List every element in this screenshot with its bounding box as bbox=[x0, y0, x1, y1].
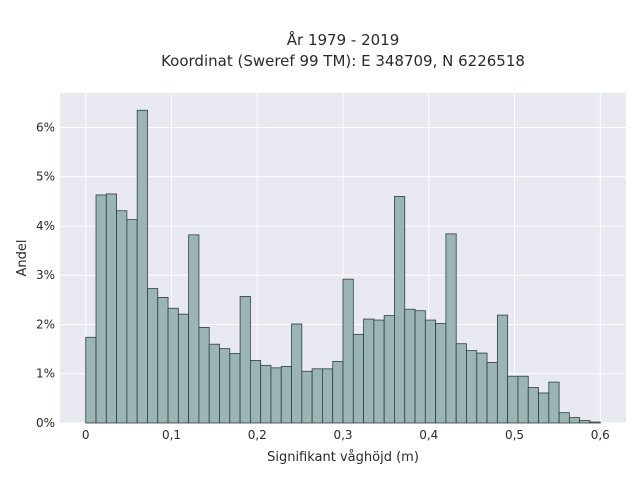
histogram-bar bbox=[579, 420, 591, 424]
x-tick-label: 0,4 bbox=[419, 428, 438, 442]
histogram-bar bbox=[126, 219, 138, 424]
x-axis-ticks: 0 0,1 0,2 0,3 0,4 0,5 0,6 bbox=[82, 428, 610, 442]
histogram-bar bbox=[219, 348, 231, 424]
histogram-bar bbox=[383, 315, 395, 424]
histogram-bar bbox=[435, 323, 447, 424]
x-tick-label: 0,2 bbox=[248, 428, 267, 442]
histogram-bar bbox=[404, 308, 416, 424]
histogram-bar bbox=[322, 368, 334, 424]
histogram-bar bbox=[496, 314, 509, 424]
histogram-bar bbox=[198, 327, 210, 424]
y-axis-label: Andel bbox=[15, 240, 30, 277]
histogram-bar bbox=[527, 387, 539, 424]
histogram-bar bbox=[569, 417, 581, 424]
histogram-bar bbox=[249, 360, 262, 424]
histogram-bar bbox=[167, 307, 179, 424]
histogram-bar bbox=[373, 319, 385, 424]
histogram-bar bbox=[558, 412, 570, 424]
histogram-bar bbox=[363, 318, 375, 424]
histogram-bar bbox=[229, 353, 241, 424]
histogram-bar bbox=[548, 381, 560, 424]
histogram-bar bbox=[95, 194, 107, 424]
histogram-bars bbox=[85, 109, 601, 424]
histogram-bar bbox=[538, 392, 550, 424]
x-tick-label: 0,3 bbox=[333, 428, 352, 442]
y-tick-label: 4% bbox=[36, 219, 55, 233]
y-tick-label: 1% bbox=[36, 367, 55, 381]
y-tick-label: 2% bbox=[36, 317, 55, 331]
histogram-bar bbox=[291, 323, 303, 424]
histogram-bar bbox=[414, 310, 426, 424]
histogram-bar bbox=[280, 365, 292, 424]
histogram-bar bbox=[260, 364, 272, 424]
y-tick-label: 0% bbox=[36, 416, 55, 430]
histogram-bar bbox=[311, 368, 323, 424]
histogram-bar bbox=[301, 370, 313, 424]
histogram-bar bbox=[332, 361, 344, 424]
histogram-bar bbox=[342, 278, 354, 424]
histogram-bar bbox=[105, 193, 117, 424]
chart-subtitle: Koordinat (Sweref 99 TM): E 348709, N 62… bbox=[161, 52, 525, 70]
x-tick-label: 0,6 bbox=[591, 428, 610, 442]
histogram-bar bbox=[157, 296, 169, 424]
x-tick-label: 0,5 bbox=[505, 428, 524, 442]
histogram-bar bbox=[270, 367, 282, 424]
chart-title: År 1979 - 2019 bbox=[287, 30, 400, 49]
histogram-bar bbox=[486, 362, 498, 424]
histogram-bar bbox=[394, 196, 406, 424]
histogram-bar bbox=[476, 352, 488, 424]
histogram-bar bbox=[136, 109, 148, 424]
histogram-bar bbox=[147, 288, 159, 424]
x-axis-label: Signifikant våghöjd (m) bbox=[267, 450, 419, 465]
x-tick-label: 0,1 bbox=[162, 428, 181, 442]
y-tick-label: 6% bbox=[36, 120, 55, 134]
histogram-bar bbox=[239, 296, 251, 424]
histogram-bar bbox=[424, 319, 437, 424]
x-tick-label: 0 bbox=[82, 428, 90, 442]
y-tick-label: 5% bbox=[36, 170, 55, 184]
histogram-bar bbox=[455, 343, 467, 424]
histogram-bar bbox=[589, 421, 601, 424]
histogram-bar bbox=[466, 350, 478, 424]
histogram-bar bbox=[445, 233, 457, 424]
y-tick-label: 3% bbox=[36, 268, 55, 282]
histogram-bar bbox=[507, 375, 519, 424]
histogram-bar bbox=[188, 234, 200, 424]
histogram-bar bbox=[517, 375, 529, 424]
histogram-bar bbox=[116, 210, 128, 424]
histogram-bar bbox=[177, 313, 190, 424]
y-axis-ticks: 0% 1% 2% 3% 4% 5% 6% bbox=[36, 120, 55, 430]
histogram-bar bbox=[85, 336, 97, 424]
histogram-bar bbox=[352, 333, 364, 424]
histogram-bar bbox=[208, 343, 220, 424]
